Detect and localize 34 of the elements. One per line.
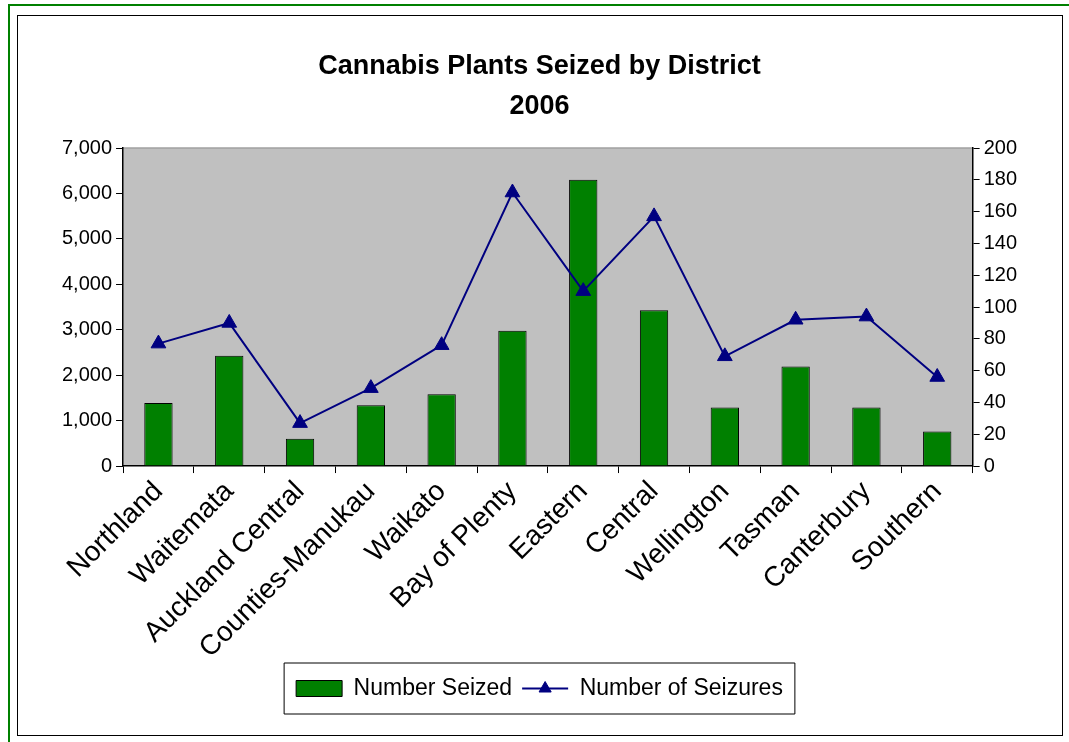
y2-tick-label: 60: [983, 358, 1006, 381]
point: [362, 379, 379, 393]
y-tick-label: 7,000: [61, 135, 113, 158]
point: [858, 307, 875, 322]
y-tick-label: 1,000: [61, 408, 113, 431]
point: [150, 334, 167, 349]
y-tick-label: 3,000: [61, 317, 113, 340]
y2-tick-label: 100: [983, 294, 1018, 317]
chart-title: Cannabis Plants Seized by District 2006: [318, 49, 761, 121]
y2-tick-label: 160: [983, 199, 1018, 222]
legend-label: Number Seized: [353, 673, 513, 700]
point: [221, 313, 238, 328]
point: [716, 347, 733, 362]
y2-tick-label: 80: [983, 326, 1006, 349]
y2-tick-label: 0: [983, 453, 995, 476]
y-tick-label: 2,000: [61, 362, 113, 385]
y2-tick-label: 200: [983, 135, 1018, 158]
point: [433, 336, 450, 350]
y2-tick-label: 140: [983, 230, 1018, 253]
point: [504, 183, 521, 198]
y-tick-label: 5,000: [61, 226, 113, 249]
y2-tick-label: 180: [983, 167, 1018, 190]
point: [575, 282, 592, 296]
point: [787, 310, 804, 325]
point: [292, 414, 308, 428]
y2-tick-label: 20: [983, 421, 1006, 444]
legend-label: Number of Seizures: [579, 673, 783, 700]
y-tick-label: 4,000: [61, 271, 113, 294]
point: [646, 207, 662, 222]
y2-tick-label: 120: [983, 262, 1018, 285]
y2-tick-label: 40: [983, 389, 1006, 412]
point: [929, 368, 946, 382]
y-tick-label: 6,000: [61, 180, 113, 203]
y-tick-label: 0: [100, 453, 113, 476]
